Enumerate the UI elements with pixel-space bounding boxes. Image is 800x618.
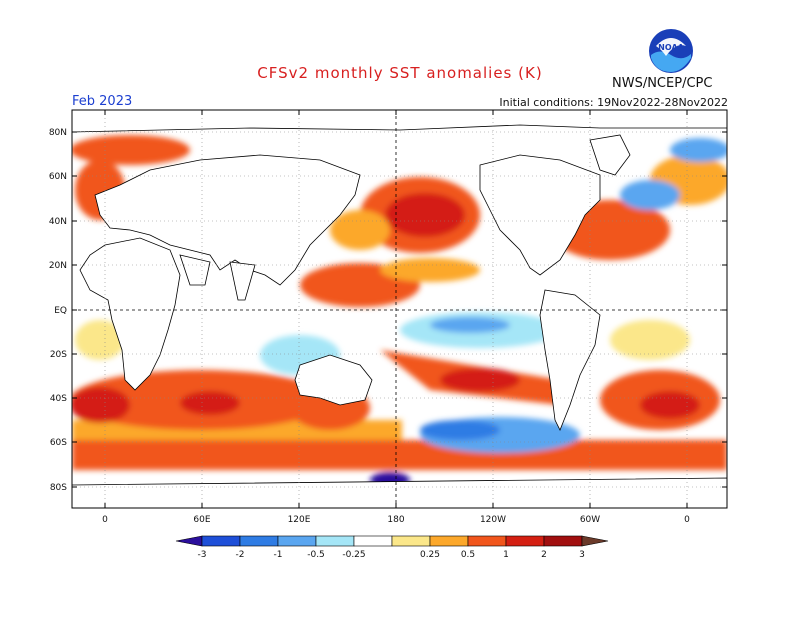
- lat-tick-label: 40S: [50, 394, 67, 404]
- lon-tick-label: 60W: [580, 515, 600, 525]
- lat-tick-label: 80S: [50, 483, 67, 493]
- colorbar-swatch: [391, 535, 431, 547]
- lon-tick-label: 120W: [480, 515, 506, 525]
- initial-conditions: Initial conditions: 19Nov2022-28Nov2022: [499, 96, 728, 109]
- colorbar-label: 0.5: [461, 550, 475, 560]
- colorbar-swatch: [315, 535, 355, 547]
- lon-tick-label: 0: [684, 515, 690, 525]
- lon-axis: 0 60E 120E 180 120W 60W 0: [102, 110, 690, 525]
- lat-tick-label: 60S: [50, 438, 67, 448]
- colorbar-swatch: [353, 535, 393, 547]
- lat-tick-label: 20S: [50, 350, 67, 360]
- colorbar-label: 3: [579, 550, 585, 560]
- lat-tick-label: EQ: [54, 306, 67, 316]
- lat-tick-label: 40N: [49, 217, 67, 227]
- lon-tick-label: 180: [387, 515, 404, 525]
- continents: [72, 110, 727, 508]
- colorbar-label: -2: [236, 550, 245, 560]
- map-frame: [71, 109, 728, 509]
- svg-text:NOAA: NOAA: [658, 43, 684, 52]
- lat-axis: 80N 60N 40N 20N EQ 20S 40S 60S 80S: [49, 128, 727, 493]
- lat-tick-label: 80N: [49, 128, 67, 138]
- colorbar-swatch: [505, 535, 545, 547]
- map-title: CFSv2 monthly SST anomalies (K): [257, 64, 543, 82]
- colorbar-min-arrow: [175, 535, 203, 547]
- colorbar-swatch: [429, 535, 469, 547]
- colorbar-swatch: [201, 535, 241, 547]
- lat-tick-label: 60N: [49, 172, 67, 182]
- colorbar-label: -0.25: [342, 550, 365, 560]
- colorbar-max-arrow: [581, 535, 609, 547]
- colorbar-label: 0.25: [420, 550, 440, 560]
- colorbar: -3 -2 -1 -0.5 -0.25 0.25 0.5 1 2 3: [175, 535, 609, 560]
- lat-tick-label: 20N: [49, 261, 67, 271]
- colorbar-label: -3: [198, 550, 207, 560]
- colorbar-swatch: [543, 535, 583, 547]
- lon-tick-label: 60E: [193, 515, 210, 525]
- forecast-month: Feb 2023: [72, 94, 133, 109]
- colorbar-label: 2: [541, 550, 547, 560]
- colorbar-label: -0.5: [307, 550, 325, 560]
- colorbar-swatch: [467, 535, 507, 547]
- colorbar-swatch: [277, 535, 317, 547]
- lon-tick-label: 120E: [288, 515, 311, 525]
- lon-tick-label: 0: [102, 515, 108, 525]
- noaa-logo-icon: NOAA: [649, 29, 693, 73]
- anomaly-field: [72, 110, 727, 508]
- colorbar-label: 1: [503, 550, 509, 560]
- agency-label: NWS/NCEP/CPC: [612, 76, 713, 91]
- colorbar-swatch: [239, 535, 279, 547]
- colorbar-label: -1: [274, 550, 283, 560]
